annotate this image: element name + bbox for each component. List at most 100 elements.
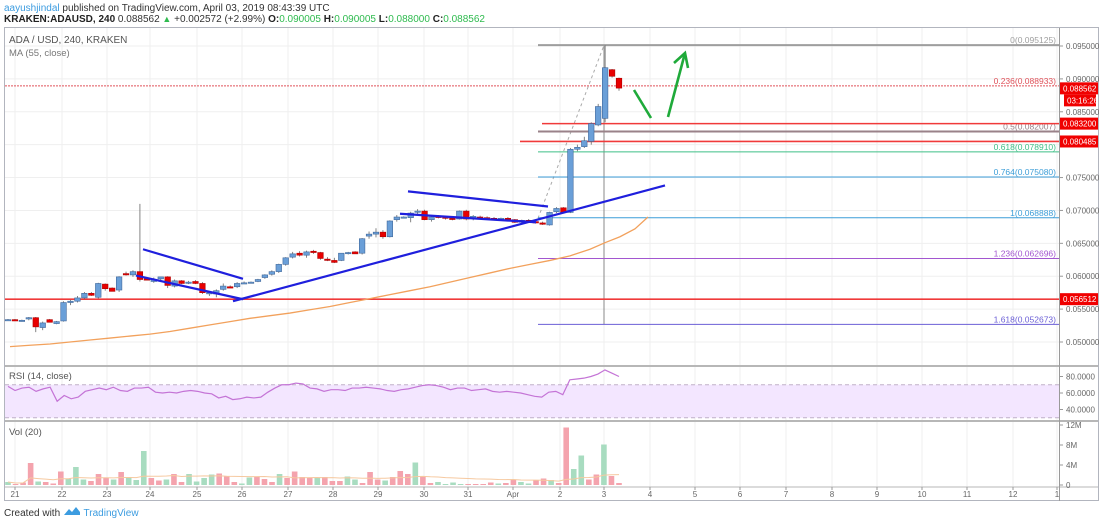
volume-bar-up: [201, 478, 207, 485]
up-arrow-head-icon[interactable]: [673, 50, 690, 69]
candle-up: [25, 317, 32, 320]
price-tag-label: 0.088562: [1063, 84, 1097, 93]
candle-up: [581, 140, 588, 147]
volume-bar-down: [269, 482, 275, 485]
volume-bar-down: [231, 482, 238, 485]
time-tick-label: 11: [963, 490, 972, 499]
candle-down: [109, 287, 116, 292]
tradingview-link[interactable]: TradingView: [83, 508, 139, 519]
volume-bar-down: [306, 478, 313, 485]
candle-up: [60, 302, 67, 322]
volume-bar-down: [487, 482, 494, 485]
volume-bar-down: [322, 477, 328, 485]
trendline[interactable]: [142, 248, 244, 280]
close-value: 0.088562: [443, 14, 485, 25]
candle-down: [331, 260, 338, 263]
rsi-pane: 80.0000 60.0000 40.0000: [5, 369, 1095, 419]
last-price: 0.088562: [117, 14, 160, 25]
price-tick-label: 0.095000: [1066, 42, 1100, 51]
publisher-link[interactable]: aayushjindal: [4, 3, 60, 14]
time-tick-label: 30: [420, 490, 429, 499]
volume-bar-up: [186, 474, 192, 485]
candle-down: [122, 273, 130, 276]
volume-bar-up: [412, 462, 419, 485]
horizontal-levels[interactable]: [5, 122, 1059, 300]
time-tick-label: 2: [558, 490, 563, 499]
volume-bar-down: [472, 484, 479, 485]
ma55-path: [9, 216, 649, 348]
volume-bar-down: [254, 477, 260, 485]
published-text: published on TradingView.com, April 03, …: [62, 3, 330, 14]
volume-bar-down: [555, 483, 562, 485]
volume-bar-up: [125, 477, 132, 485]
candle-down: [11, 319, 19, 322]
volume-ma-line: [7, 474, 620, 484]
time-tick-label: Apr: [507, 490, 520, 499]
candle-down: [615, 77, 623, 89]
candle-up: [220, 285, 227, 290]
candle-down: [46, 319, 53, 323]
volume-bar-down: [156, 480, 162, 485]
candle-up: [393, 216, 400, 220]
volume-bar-down: [608, 476, 615, 485]
time-tick-label: 9: [875, 490, 880, 499]
down-stroke[interactable]: [632, 89, 653, 119]
time-tick-label: 3: [602, 490, 607, 499]
green-arrows[interactable]: [632, 50, 690, 119]
candle-down: [102, 283, 109, 290]
candle-down: [317, 252, 324, 259]
volume-bar-down: [50, 483, 57, 485]
volume-bar-down: [563, 427, 569, 485]
tradingview-logo-icon: [63, 507, 80, 515]
price-tick-label: 0.070000: [1066, 206, 1100, 215]
time-tick-label: 27: [284, 490, 293, 499]
price-axis[interactable]: 0.095000 0.090000 0.085000 0.075000 0.070000…: [1059, 42, 1100, 347]
volume-bar-up: [578, 455, 585, 485]
candle-up: [303, 251, 310, 256]
trendlines[interactable]: [135, 184, 666, 303]
price-tag-label: 0.056512: [1063, 295, 1097, 304]
candle-down: [199, 283, 206, 293]
volume-tick-label: 12M: [1066, 421, 1082, 430]
rsi-line: [7, 369, 620, 403]
volume-bar-up: [518, 482, 524, 485]
volume-bar-down: [20, 482, 26, 485]
volume-bar-down: [404, 474, 411, 485]
trendline[interactable]: [399, 212, 537, 224]
candle-up: [345, 252, 352, 255]
up-arrow-shaft[interactable]: [666, 52, 687, 118]
price-tag-label: 0.080485: [1063, 137, 1097, 146]
volume-bar-up: [525, 483, 532, 485]
trendline[interactable]: [407, 190, 549, 208]
candle-up: [338, 252, 345, 261]
candle-up: [74, 297, 81, 302]
candle-up: [386, 220, 393, 238]
time-tick-label: 22: [58, 490, 67, 499]
volume-bar-up: [80, 479, 87, 485]
candle-up: [414, 210, 421, 213]
candle-down: [192, 281, 199, 284]
volume-bar-up: [570, 469, 577, 485]
volume-bar-down: [374, 479, 381, 485]
candle-down: [88, 293, 95, 296]
trendline[interactable]: [135, 274, 244, 301]
volume-bar-up: [110, 479, 117, 485]
volume-bar-down: [533, 480, 539, 485]
time-axis[interactable]: 21 22 23 24 25 26 27 28 29 30 31 Apr 2 3 4 5 6 7 8 9 10 11 12 1: [11, 487, 1060, 499]
candle-up: [4, 319, 12, 322]
volume-bar-up: [208, 474, 215, 485]
volume-bar-up: [548, 480, 554, 485]
volume-bar-down: [171, 474, 177, 485]
candle-down: [227, 286, 234, 289]
price-tick-label: 0.075000: [1066, 174, 1100, 183]
price-tick-label: 0.065000: [1066, 239, 1100, 248]
volume-bar-up: [495, 483, 502, 485]
symbol-info: KRAKEN:ADAUSD, 240 0.088562 ▲ +0.002572 …: [4, 14, 485, 25]
fibonacci-retracement[interactable]: 0(0.095125) 0.236(0.088933) 0.5(0.082007) 0…: [5, 35, 1059, 325]
volume-bar-down: [540, 478, 547, 485]
rsi-tick-label: 60.0000: [1066, 389, 1095, 398]
volume-bar-down: [427, 483, 434, 485]
trendline[interactable]: [232, 184, 666, 303]
candle-up: [67, 300, 74, 303]
